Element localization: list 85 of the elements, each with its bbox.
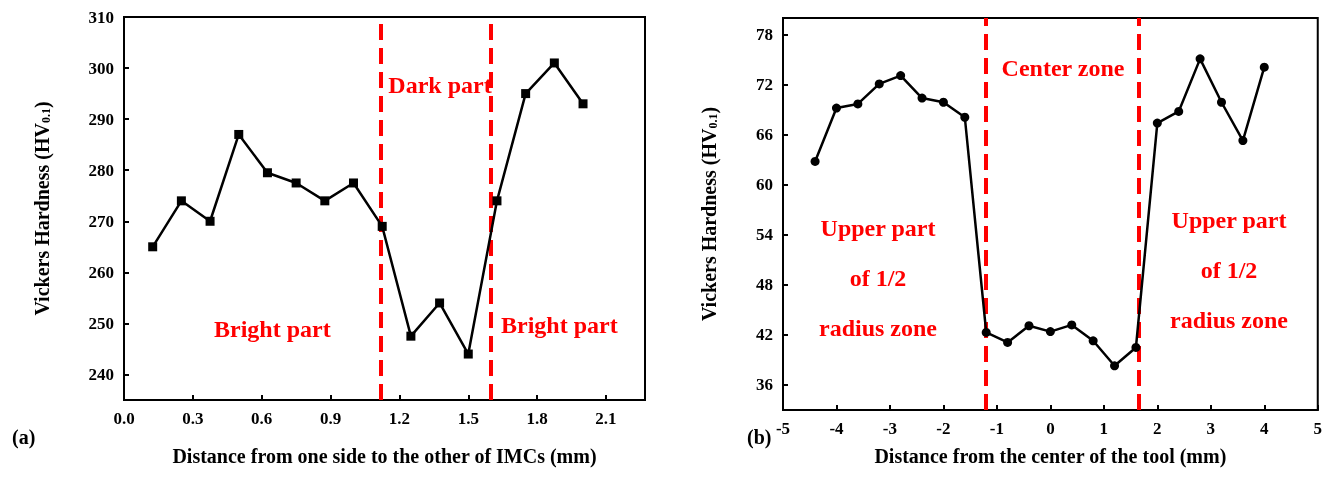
point	[549, 58, 559, 68]
point	[981, 327, 991, 337]
annotation: Dark part	[388, 72, 492, 98]
x-tick-label: -1	[989, 419, 1004, 438]
text: (b)	[747, 426, 772, 449]
point	[1152, 118, 1162, 128]
point	[1003, 337, 1013, 347]
y-axis-title: Vickers Hardness (HV0.1)	[31, 101, 54, 316]
x-tick-label: 0.6	[251, 409, 273, 428]
point	[1110, 361, 1120, 371]
y-tick-label: 270	[88, 211, 114, 231]
annotation: Center zone	[1001, 55, 1125, 81]
annotation: Upper part of 1/2 radius zone	[818, 215, 938, 341]
point	[463, 349, 473, 359]
x-tick-label: 5	[1313, 419, 1322, 438]
y-tick-label: 310	[88, 7, 114, 27]
point	[1131, 342, 1141, 352]
point	[1238, 136, 1248, 146]
point	[492, 196, 502, 206]
y-tick-label: 42	[756, 325, 773, 345]
x-tick-label: -3	[882, 419, 898, 438]
x-tick-label: -4	[829, 419, 845, 438]
y-tick-label: 300	[88, 58, 114, 78]
y-tick-label: 250	[88, 313, 114, 333]
point	[938, 97, 948, 107]
y-tick-label: 260	[88, 262, 114, 282]
point	[435, 298, 445, 308]
x-tick-label: 1.5	[457, 409, 479, 428]
y-tick-label: 72	[756, 75, 773, 95]
x-tick-label: 4	[1260, 419, 1270, 438]
point	[1217, 97, 1226, 107]
point	[1195, 54, 1205, 64]
y-tick-label: 290	[88, 109, 114, 129]
point	[1024, 321, 1034, 331]
point	[521, 89, 531, 99]
x-tick-label: -2	[936, 419, 951, 438]
x-tick-label: 1	[1099, 419, 1109, 438]
y-axis-title: Vickers Hardness (HV0.1)	[698, 106, 721, 322]
point	[349, 178, 359, 188]
x-tick-label: 0.3	[182, 409, 204, 428]
point	[853, 99, 863, 109]
point	[831, 103, 841, 113]
point	[960, 112, 970, 122]
y-tick-label: 66	[756, 125, 773, 145]
text: (a)	[12, 426, 36, 449]
x-tick-label: 3	[1206, 419, 1216, 438]
point	[917, 93, 927, 103]
point	[1174, 106, 1184, 116]
point	[291, 178, 301, 188]
point	[810, 156, 820, 166]
point	[406, 331, 416, 341]
annotation: Bright part	[501, 312, 618, 338]
point	[176, 196, 186, 206]
point	[1088, 336, 1098, 346]
point	[377, 221, 387, 231]
y-tick-label: 78	[756, 25, 773, 45]
point	[896, 71, 906, 81]
y-tick-label: 36	[756, 375, 773, 395]
x-tick-label: 0.0	[113, 409, 135, 428]
x-tick-label: 0	[1046, 419, 1055, 438]
annotation: Bright part	[214, 316, 331, 342]
point	[1259, 62, 1269, 72]
x-tick-label: 2	[1153, 419, 1162, 438]
x-axis-title: Distance from the center of the tool (mm)	[874, 445, 1227, 468]
point	[874, 79, 884, 89]
x-tick-label: 1.8	[526, 409, 548, 428]
point	[1045, 327, 1055, 337]
annotation: Upper part of 1/2 radius zone	[1169, 207, 1289, 333]
x-tick-label: -5	[775, 419, 791, 438]
y-tick-label: 240	[88, 364, 114, 384]
point	[262, 168, 272, 178]
x-tick-label: 1.2	[388, 409, 411, 428]
x-axis-title: Distance from one side to the other of IMCs (mm)	[172, 445, 597, 468]
x-tick-label: 0.9	[319, 409, 342, 428]
point	[320, 196, 330, 206]
point	[205, 216, 215, 226]
point	[1067, 320, 1077, 330]
y-tick-label: 48	[756, 275, 773, 295]
y-tick-label: 54	[756, 225, 774, 245]
point	[148, 242, 158, 252]
y-tick-label: 60	[756, 175, 773, 195]
point	[578, 99, 588, 109]
x-tick-label: 2.1	[595, 409, 617, 428]
point	[234, 129, 244, 139]
y-tick-label: 280	[88, 160, 114, 180]
